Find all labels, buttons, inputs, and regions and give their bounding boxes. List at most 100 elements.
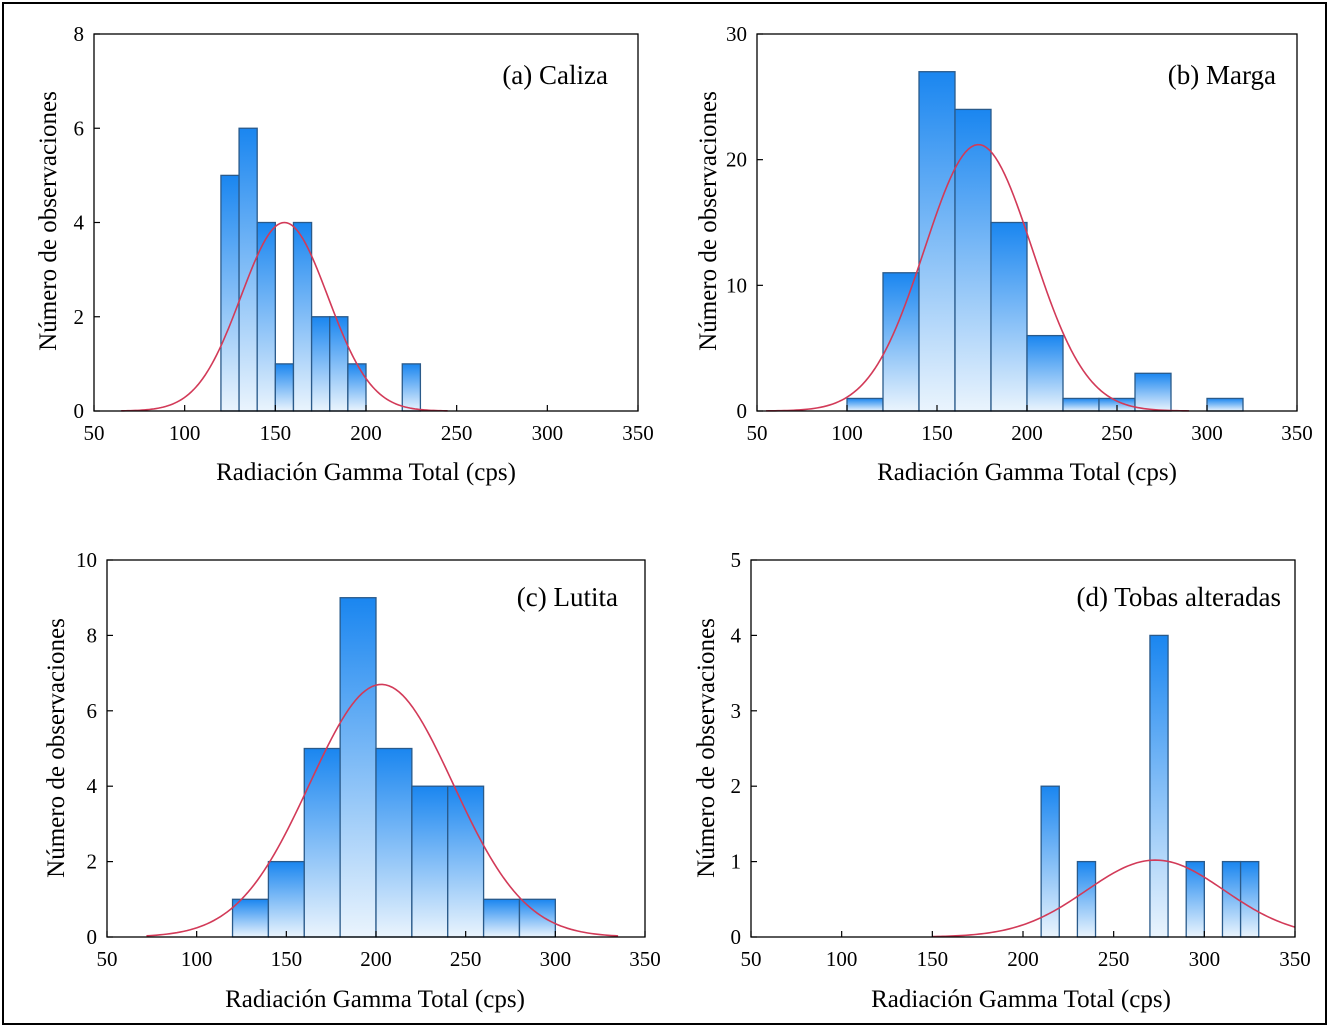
- y-tick-label: 0: [87, 925, 98, 949]
- x-tick-label: 200: [1007, 947, 1039, 971]
- x-tick-label: 100: [831, 421, 863, 445]
- x-tick-label: 350: [1279, 947, 1311, 971]
- panel-title: (a) Caliza: [502, 60, 608, 90]
- x-tick-label: 350: [622, 421, 654, 445]
- y-axis-label: Número de observaciones: [695, 91, 722, 351]
- histogram-bar: [1026, 334, 1064, 412]
- histogram-bar: [1239, 860, 1260, 938]
- y-tick-label: 5: [731, 548, 742, 572]
- y-tick-label: 30: [726, 22, 747, 46]
- y-tick-label: 3: [731, 699, 742, 723]
- x-tick-label: 100: [181, 947, 213, 971]
- y-tick-label: 1: [731, 850, 742, 874]
- y-tick-label: 2: [731, 774, 742, 798]
- normal-fit-curve: [121, 221, 448, 412]
- x-tick-label: 250: [441, 421, 473, 445]
- bars: [1040, 634, 1260, 938]
- histogram-bar: [238, 127, 258, 412]
- panel-title: (c) Lutita: [517, 582, 618, 612]
- histogram-bar: [990, 221, 1028, 412]
- normal-fit-curve: [932, 859, 1296, 938]
- x-tick-label: 200: [1011, 421, 1043, 445]
- histogram-bar: [220, 174, 240, 412]
- x-tick-label: 50: [741, 947, 762, 971]
- y-tick-label: 2: [87, 850, 98, 874]
- histogram-bar: [267, 860, 305, 938]
- panel-title: (b) Marga: [1168, 60, 1276, 90]
- y-tick-label: 0: [731, 925, 742, 949]
- x-tick-label: 300: [1189, 947, 1221, 971]
- histogram-bar: [882, 272, 920, 412]
- histogram-bar: [1185, 860, 1205, 938]
- x-tick-label: 150: [271, 947, 303, 971]
- plot-area-frame: [93, 33, 639, 412]
- histogram-bar: [954, 108, 992, 412]
- y-axis-label: Número de observaciones: [693, 618, 720, 878]
- x-axis-label: Radiación Gamma Total (cps): [216, 459, 516, 486]
- x-axis-label: Radiación Gamma Total (cps): [871, 986, 1171, 1013]
- normal-fit-curve: [765, 143, 1190, 412]
- panel-tobas-alteradas: (d) Tobas alteradas Radiación Gamma Tota…: [693, 548, 1311, 1013]
- x-tick-label: 100: [826, 947, 858, 971]
- x-tick-label: 250: [1098, 947, 1130, 971]
- x-tick-label: 350: [629, 947, 661, 971]
- y-tick-label: 4: [87, 774, 98, 798]
- histogram-bar: [339, 597, 377, 938]
- y-tick-label: 0: [737, 399, 748, 423]
- x-tick-label: 100: [169, 421, 201, 445]
- y-tick-label: 10: [726, 273, 747, 297]
- histogram-bar: [231, 898, 270, 938]
- y-tick-label: 8: [87, 623, 98, 647]
- bars: [220, 127, 422, 412]
- x-tick-label: 50: [84, 421, 105, 445]
- x-tick-label: 250: [1101, 421, 1133, 445]
- y-tick-label: 0: [74, 399, 85, 423]
- histogram-bar: [1206, 397, 1244, 412]
- x-tick-label: 300: [540, 947, 572, 971]
- bars: [231, 597, 556, 938]
- y-tick-label: 6: [74, 116, 85, 140]
- histogram-bar: [310, 316, 331, 412]
- y-axis-label: Número de observaciones: [35, 91, 62, 351]
- histogram-bar: [1149, 634, 1169, 938]
- x-axis-label: Radiación Gamma Total (cps): [877, 459, 1177, 486]
- x-axis-label: Radiación Gamma Total (cps): [225, 986, 525, 1013]
- histogram-bar: [274, 363, 295, 412]
- histogram-bar: [1062, 397, 1100, 412]
- y-tick-label: 20: [726, 148, 747, 172]
- x-tick-label: 350: [1281, 421, 1313, 445]
- histogram-bar: [1040, 785, 1060, 938]
- histogram-bar: [846, 397, 884, 412]
- histogram-bar: [375, 747, 413, 938]
- histogram-bar: [347, 363, 367, 412]
- histogram-bar: [518, 898, 556, 938]
- x-tick-label: 50: [747, 421, 768, 445]
- x-tick-label: 150: [921, 421, 953, 445]
- y-tick-label: 6: [87, 699, 98, 723]
- panel-lutita: (c) Lutita Radiación Gamma Total (cps) N…: [43, 548, 661, 1013]
- histogram-bar: [303, 747, 341, 938]
- y-tick-label: 4: [74, 211, 85, 235]
- histogram-bar: [401, 363, 422, 412]
- histogram-bar: [918, 71, 956, 412]
- x-tick-label: 300: [1191, 421, 1223, 445]
- panel-title: (d) Tobas alteradas: [1076, 582, 1281, 612]
- histogram-bar: [1134, 372, 1172, 412]
- x-tick-label: 200: [350, 421, 382, 445]
- histogram-bar: [411, 785, 449, 938]
- x-tick-label: 50: [97, 947, 118, 971]
- y-tick-label: 8: [74, 22, 85, 46]
- y-tick-label: 4: [731, 623, 742, 647]
- y-axis-label: Número de observaciones: [43, 618, 70, 878]
- y-tick-label: 2: [74, 305, 85, 329]
- x-tick-label: 150: [260, 421, 292, 445]
- normal-fit-curve: [146, 683, 619, 937]
- histogram-bar: [329, 316, 349, 412]
- histogram-bar: [1076, 860, 1097, 938]
- panel-caliza: (a) Caliza Radiación Gamma Total (cps) N…: [35, 22, 654, 486]
- plot-area-frame: [750, 559, 1296, 938]
- histogram-bar: [482, 898, 521, 938]
- x-tick-label: 300: [532, 421, 564, 445]
